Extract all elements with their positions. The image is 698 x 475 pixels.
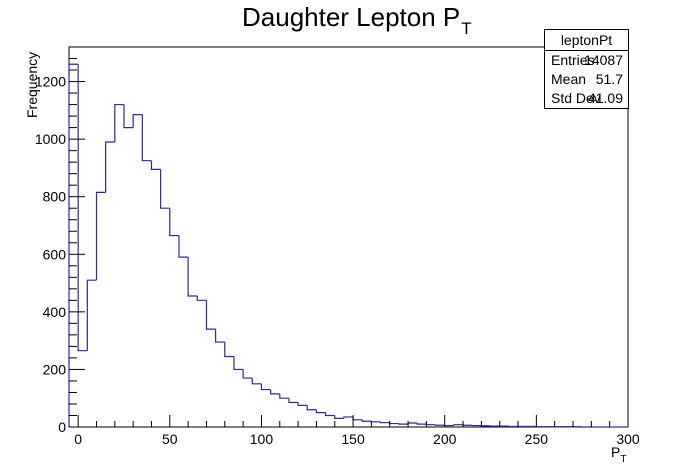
- histogram-bin: [370, 421, 381, 423]
- x-tick-label: 300: [616, 431, 640, 447]
- stats-entries-value: 14087: [584, 52, 623, 68]
- chart-title-subscript: T: [461, 19, 472, 38]
- y-axis-label: Frequency: [24, 51, 40, 118]
- histogram-bin: [114, 103, 124, 142]
- x-tick-label: 200: [433, 431, 457, 447]
- stats-mean-value: 51.7: [595, 71, 623, 87]
- histogram-bin: [86, 279, 97, 351]
- stats-mean-label: Mean: [551, 71, 587, 87]
- histogram-bin: [68, 63, 79, 427]
- histogram-bin: [224, 342, 234, 358]
- stats-entries-label: Entries: [551, 52, 595, 68]
- histogram-bin: [453, 424, 464, 426]
- stats-row-mean: Mean 51.7: [551, 70, 623, 89]
- y-tick-label: 200: [43, 361, 67, 377]
- histogram-bin: [260, 383, 271, 391]
- chart-title: Daughter Lepton PT: [0, 0, 698, 40]
- x-axis-label-subscript: T: [620, 454, 627, 465]
- stats-box-name: leptonPt: [545, 30, 628, 51]
- y-tick-label: 1000: [35, 131, 66, 147]
- y-tick-label: 800: [43, 189, 67, 205]
- stats-box: leptonPt Entries 14087 Mean 51.7 Std Dev…: [544, 29, 629, 109]
- chart-title-main: Daughter Lepton P: [242, 2, 461, 32]
- histogram-bin: [352, 416, 363, 421]
- histogram-bin: [187, 257, 198, 297]
- histogram-bin: [77, 64, 88, 352]
- y-tick-label: 0: [58, 419, 66, 435]
- x-axis-label: PT: [611, 444, 626, 465]
- histogram-bin: [324, 412, 335, 417]
- histogram-bin: [416, 422, 427, 425]
- histogram-bin: [215, 329, 225, 343]
- x-tick-label: 250: [525, 431, 549, 447]
- stats-row-entries: Entries 14087: [551, 51, 623, 70]
- histogram-bin: [242, 369, 253, 379]
- y-tick-label: 400: [43, 304, 67, 320]
- y-tick-label: 600: [43, 246, 67, 262]
- x-tick-label: 0: [74, 431, 82, 447]
- histogram-bin: [205, 300, 216, 330]
- histogram-bin: [343, 416, 354, 419]
- histogram-bin: [279, 393, 289, 399]
- histogram-bin: [196, 296, 207, 301]
- histogram-bin: [105, 141, 115, 193]
- histogram-bin: [270, 389, 280, 395]
- x-tick-label: 100: [250, 431, 274, 447]
- histogram-bin: [251, 378, 262, 385]
- histogram-bin: [123, 104, 134, 129]
- histogram-bin: [160, 169, 170, 209]
- stats-stddev-value: 41.09: [587, 90, 623, 106]
- x-axis-label-main: P: [611, 444, 621, 460]
- histogram-bin: [169, 208, 179, 237]
- histogram-bin: [462, 424, 473, 426]
- histogram-bin: [361, 419, 372, 422]
- histogram-bin: [379, 421, 390, 424]
- y-tick-label: 1200: [35, 74, 66, 90]
- histogram-bin: [434, 424, 445, 426]
- histogram-bin: [315, 409, 326, 414]
- histogram-bin: [150, 160, 161, 170]
- x-tick-label: 50: [162, 431, 178, 447]
- histogram-bin: [288, 398, 299, 404]
- histogram-bin: [132, 114, 143, 128]
- histogram-bin: [306, 405, 317, 411]
- histogram-bin: [398, 423, 409, 425]
- histogram-bin: [297, 402, 308, 407]
- histogram-bin: [95, 191, 106, 281]
- x-tick-label: 150: [341, 431, 365, 447]
- stats-stddev-label: Std Dev: [551, 90, 601, 106]
- histogram-bin: [141, 114, 152, 162]
- histogram-bin: [334, 415, 344, 419]
- histogram-bin: [178, 235, 189, 258]
- histogram-bin: [233, 356, 244, 371]
- histogram-bin: [425, 424, 436, 426]
- histogram-bin: [407, 422, 418, 425]
- stats-row-stddev: Std Dev 41.09: [551, 89, 623, 108]
- histogram-bin: [389, 422, 399, 425]
